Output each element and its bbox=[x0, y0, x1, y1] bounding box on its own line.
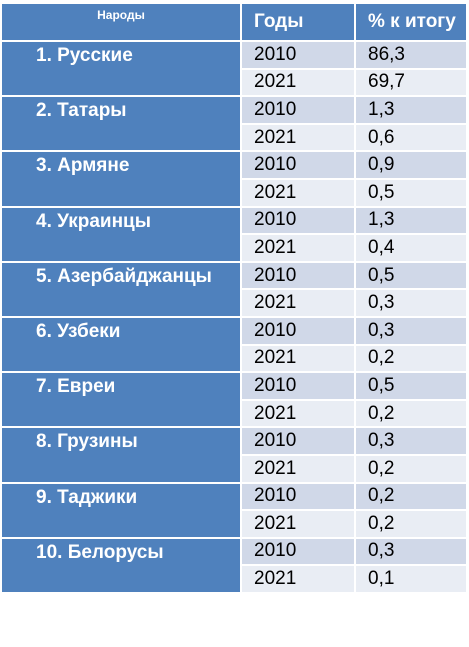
table-row: 8. Грузины 2010 0,3 bbox=[0, 426, 468, 484]
header-row: Народы Годы % к итогу bbox=[0, 2, 468, 42]
share-cell: 0,5 bbox=[354, 371, 468, 401]
share-cell: 0,3 bbox=[354, 288, 468, 318]
year-cell: 2021 bbox=[240, 564, 356, 594]
share-cell: 0,2 bbox=[354, 453, 468, 484]
table-row: 2021 0,6 bbox=[1, 122, 468, 153]
share-cell: 0,1 bbox=[354, 564, 468, 594]
year-cell: 2010 bbox=[240, 150, 356, 180]
table-row: 2. Татары 2010 1,3 bbox=[0, 95, 468, 153]
year-cell: 2010 bbox=[240, 371, 356, 401]
share-cell: 0,2 bbox=[354, 398, 468, 429]
people-name: 7. Евреи bbox=[0, 371, 242, 429]
table-row: 2021 69,7 bbox=[1, 67, 468, 98]
year-cell: 2010 bbox=[240, 315, 356, 346]
table-row: 7. Евреи 2010 0,5 bbox=[0, 371, 468, 429]
share-cell: 0,9 bbox=[354, 150, 468, 180]
share-cell: 0,5 bbox=[354, 260, 468, 291]
year-cell: 2021 bbox=[240, 509, 356, 539]
share-cell: 86,3 bbox=[354, 40, 468, 70]
year-cell: 2021 bbox=[240, 122, 356, 153]
people-name: 10. Белорусы bbox=[0, 536, 242, 594]
share-cell: 0,3 bbox=[354, 426, 468, 456]
year-cell: 2010 bbox=[240, 426, 356, 456]
table-row: 2021 0,4 bbox=[1, 233, 468, 263]
year-cell: 2021 bbox=[240, 233, 356, 263]
table-row: 2021 0,3 bbox=[1, 288, 468, 318]
people-name: 3. Армяне bbox=[0, 150, 242, 208]
table-row: 2021 0,1 bbox=[1, 564, 468, 594]
table-row: 5. Азербайджанцы 2010 0,5 bbox=[0, 260, 468, 318]
people-name: 8. Грузины bbox=[0, 426, 242, 484]
data-table: Народы Годы % к итогу 1. Русские 2010 86,3… bbox=[0, 2, 468, 594]
table-row: 2021 0,2 bbox=[1, 343, 468, 374]
people-name: 9. Таджики bbox=[0, 481, 242, 539]
table-body: 1. Русские 2010 86,3 2021 69,7 2. Татары 2010 1… bbox=[0, 39, 468, 594]
people-name: 6. Узбеки bbox=[0, 315, 242, 374]
share-cell: 69,7 bbox=[354, 67, 468, 98]
year-cell: 2021 bbox=[240, 288, 356, 318]
people-name: 2. Татары bbox=[0, 95, 242, 153]
people-name: 4. Украинцы bbox=[0, 205, 242, 263]
table-row: 10. Белорусы 2010 0,3 bbox=[0, 536, 468, 594]
year-cell: 2010 bbox=[240, 95, 356, 125]
share-cell: 1,3 bbox=[354, 95, 468, 125]
share-cell: 0,2 bbox=[354, 343, 468, 374]
year-cell: 2010 bbox=[240, 260, 356, 291]
year-cell: 2021 bbox=[240, 453, 356, 484]
header-cell: % к итогу bbox=[354, 2, 468, 42]
share-cell: 0,3 bbox=[354, 536, 468, 567]
table-row: 2021 0,2 bbox=[1, 453, 468, 484]
table-row: 2021 0,2 bbox=[1, 509, 468, 539]
share-cell: 0,4 bbox=[354, 233, 468, 263]
table-row: 1. Русские 2010 86,3 bbox=[0, 39, 468, 98]
table-row: 2021 0,5 bbox=[1, 177, 468, 208]
table-row: 3. Армяне 2010 0,9 bbox=[0, 150, 468, 208]
share-cell: 0,2 bbox=[354, 509, 468, 539]
share-cell: 1,3 bbox=[354, 205, 468, 236]
year-cell: 2021 bbox=[240, 177, 356, 208]
share-cell: 0,5 bbox=[354, 177, 468, 208]
year-cell: 2021 bbox=[240, 398, 356, 429]
year-cell: 2021 bbox=[240, 67, 356, 98]
table-row: 6. Узбеки 2010 0,3 bbox=[0, 315, 468, 374]
header-cell: Народы bbox=[0, 2, 242, 42]
people-name: 5. Азербайджанцы bbox=[0, 260, 242, 318]
share-cell: 0,6 bbox=[354, 122, 468, 153]
year-cell: 2010 bbox=[240, 40, 356, 70]
year-cell: 2010 bbox=[240, 481, 356, 512]
table-row: 9. Таджики 2010 0,2 bbox=[0, 481, 468, 539]
year-cell: 2010 bbox=[240, 205, 356, 236]
share-cell: 0,3 bbox=[354, 315, 468, 346]
people-name: 1. Русские bbox=[0, 39, 242, 98]
header-cell: Годы bbox=[240, 2, 356, 42]
share-cell: 0,2 bbox=[354, 481, 468, 512]
year-cell: 2021 bbox=[240, 343, 356, 374]
table-row: 4. Украинцы 2010 1,3 bbox=[0, 205, 468, 263]
year-cell: 2010 bbox=[240, 536, 356, 567]
table-row: 2021 0,2 bbox=[1, 398, 468, 429]
